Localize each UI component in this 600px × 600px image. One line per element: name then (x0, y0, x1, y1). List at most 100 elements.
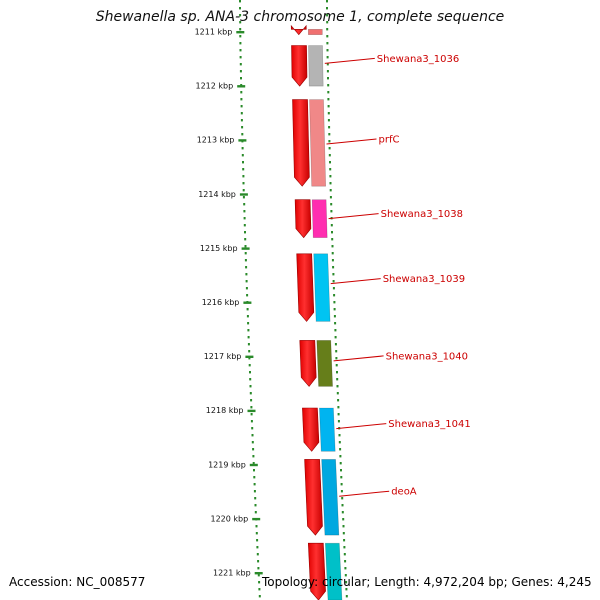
gene-label[interactable]: Shewana3_1041 (388, 419, 470, 430)
ruler-dot (248, 364, 251, 367)
ruler-dot (253, 476, 256, 479)
accession-text: Accession: NC_008577 (9, 575, 146, 589)
ruler-dot (337, 406, 340, 409)
ruler-dot (331, 252, 334, 255)
ruler-dot (242, 182, 245, 185)
gene-label[interactable]: Shewana3_1039 (383, 274, 465, 285)
ruler-dot (345, 595, 348, 598)
gene-block[interactable] (321, 459, 340, 536)
cds-arrow[interactable] (296, 253, 315, 322)
ruler-dot (327, 105, 330, 108)
ruler-dot (329, 182, 332, 185)
ruler-dot (258, 588, 261, 591)
ruler-dot (328, 147, 331, 150)
ruler-dot (329, 175, 332, 178)
cds-arrow[interactable] (292, 99, 310, 187)
ruler-dot (327, 98, 330, 101)
ruler-tick-label: 1220 kbp (210, 514, 248, 523)
cds-arrow[interactable] (294, 199, 312, 239)
ruler-tick (247, 409, 256, 413)
cds-arrow[interactable] (299, 340, 317, 387)
ruler-dot (255, 532, 258, 535)
ruler-dot (332, 273, 335, 276)
ruler-dot (336, 371, 338, 374)
ruler-dot (326, 21, 329, 24)
gene-block[interactable] (311, 199, 328, 238)
ruler-dot (243, 210, 246, 213)
gene-label[interactable]: Shewana3_1038 (381, 209, 463, 220)
ruler-dot (335, 350, 338, 353)
ruler-dot (253, 469, 255, 472)
ruler-dot (258, 595, 261, 598)
ruler-tick (252, 517, 261, 521)
ruler-dot (245, 287, 248, 290)
gene-block[interactable] (308, 29, 323, 35)
cds-arrow[interactable] (290, 24, 307, 36)
gene-block[interactable] (309, 99, 327, 187)
gene-label[interactable]: deoA (391, 487, 417, 498)
ruler-dot (329, 189, 332, 192)
ruler-dot (242, 161, 244, 164)
gene-label[interactable]: prfC (379, 135, 400, 146)
ruler-dot (244, 231, 246, 234)
ruler-dot (250, 413, 253, 416)
ruler-dot (240, 91, 243, 94)
ruler-dot (252, 448, 255, 451)
ruler-dot (330, 210, 333, 213)
gene-block[interactable] (316, 340, 333, 387)
ruler-dot (331, 238, 334, 241)
gene-label[interactable]: Shewana3_1036 (377, 54, 459, 65)
gene-block[interactable] (324, 542, 343, 600)
ruler-dot (246, 294, 249, 297)
ruler-dot (243, 217, 246, 220)
ruler-tick (237, 85, 246, 88)
cds-arrow[interactable] (307, 542, 326, 600)
ruler-dot (344, 574, 347, 577)
cds-arrow[interactable] (302, 407, 320, 452)
gene-block[interactable] (319, 407, 336, 452)
ruler-dot (239, 35, 242, 38)
topology-text: Topology: circular; Length: 4,972,204 bp… (262, 575, 592, 589)
ruler-dot (333, 301, 336, 304)
ruler-dot (327, 84, 330, 87)
ruler-dot (334, 329, 337, 332)
ruler-dot (247, 322, 250, 325)
cds-arrow[interactable] (304, 459, 323, 536)
ruler-dot (239, 7, 241, 10)
ruler-dot (326, 49, 329, 52)
ruler-tick-label: 1221 kbp (213, 569, 251, 578)
gene-label-leader (333, 355, 384, 362)
ruler-dot (239, 70, 242, 73)
ruler-dot (239, 56, 242, 59)
ruler-dot (332, 280, 335, 283)
ruler-dot (246, 308, 249, 311)
ruler-dot (239, 42, 242, 45)
ruler-dot (326, 56, 329, 59)
gene-block[interactable] (308, 45, 324, 87)
gene-block[interactable] (313, 253, 331, 322)
ruler-dot (253, 490, 256, 493)
ruler-dot (240, 77, 242, 80)
ruler-dot (341, 511, 344, 514)
ruler-dot (334, 336, 337, 339)
ruler-dot (242, 168, 245, 171)
ruler-dot (256, 539, 259, 542)
ruler-dot (249, 371, 251, 374)
ruler-dot (239, 49, 242, 52)
ruler-dot (326, 28, 329, 31)
gene-label[interactable]: Shewana3_1040 (386, 351, 468, 362)
cds-arrow[interactable] (291, 45, 308, 87)
ruler-dot (248, 350, 251, 353)
ruler-dot (244, 252, 247, 255)
ruler-dot (245, 273, 248, 276)
ruler-dot (247, 343, 250, 346)
ruler-dot (328, 126, 331, 129)
ruler-dot (336, 385, 339, 388)
ruler-dot (339, 448, 342, 451)
ruler-dot (250, 406, 253, 409)
ruler-dot (342, 525, 345, 528)
ruler-dot (257, 560, 260, 563)
ruler-dot (332, 287, 335, 290)
ruler-tick (245, 355, 254, 358)
